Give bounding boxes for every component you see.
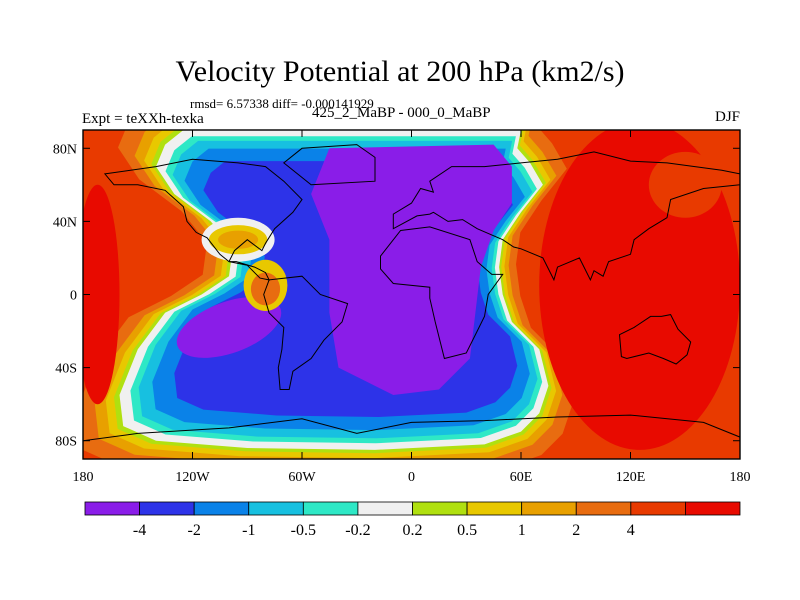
coastline-central-america xyxy=(228,261,270,281)
colorbar-tick-label: -2 xyxy=(188,522,201,539)
x-tick-label: 120W xyxy=(175,470,210,485)
coastline-greenland xyxy=(283,144,376,186)
y-tick-label: 80S xyxy=(55,435,77,450)
velocity-potential-contours xyxy=(83,130,740,459)
colorbar-tick-label: 4 xyxy=(627,522,635,539)
coastline-south-america xyxy=(263,275,349,390)
colorbar-swatch xyxy=(521,501,577,516)
colorbar-tick-label: -1 xyxy=(242,522,255,539)
y-tick-label: 40N xyxy=(53,215,77,230)
colorbar-swatch xyxy=(466,501,523,516)
colorbar-tick-label: 2 xyxy=(572,522,580,539)
y-tick-label: 0 xyxy=(70,289,77,304)
x-tick-label: 0 xyxy=(408,470,415,485)
colorbar-swatch xyxy=(193,501,250,516)
central-pacific-positive-core xyxy=(83,184,120,405)
colorbar-swatch xyxy=(248,501,304,516)
colorbar: -4 -2 -1 -0.5 -0.2 0.2 0.5 1 2 4 xyxy=(84,501,741,539)
colorbar-tick-label: 1 xyxy=(518,522,526,539)
colorbar-swatch xyxy=(685,501,741,516)
x-tick-label: 180 xyxy=(730,470,751,485)
colorbar-tick-label: -4 xyxy=(133,522,146,539)
colorbar-swatch xyxy=(630,501,686,516)
map-panel: 180 120W 60W 0 60E 120E 180 80N 40N 0 40S 80S xyxy=(53,129,751,485)
coastline-antarctica xyxy=(83,414,740,459)
x-tick-label: 60E xyxy=(510,470,533,485)
colorbar-tick-label: 0.2 xyxy=(403,522,423,539)
coastlines xyxy=(83,144,740,459)
chart-title: Velocity Potential at 200 hPa (km2/s) xyxy=(175,55,625,88)
x-tick-label: 120E xyxy=(616,470,646,485)
colorbar-swatch xyxy=(302,501,359,516)
colorbar-swatch xyxy=(575,501,632,516)
colorbar-tick-label: -0.2 xyxy=(345,522,370,539)
season-label: DJF xyxy=(714,109,740,125)
coastline-africa xyxy=(380,226,504,360)
southeast-pacific-negative-core xyxy=(176,296,282,358)
colorbar-swatch xyxy=(357,501,413,516)
x-tick-label: 60W xyxy=(288,470,316,485)
experiment-label: Expt = teXXh-texka xyxy=(82,111,204,127)
rmsd-diff-stats: rmsd= 6.57338 diff= -0.000141929 xyxy=(190,96,374,111)
colorbar-swatch xyxy=(84,501,140,516)
coastline-eurasia xyxy=(392,151,740,282)
northeast-asia-positive xyxy=(648,151,722,218)
x-tick-label: 180 xyxy=(73,470,94,485)
colorbar-swatch xyxy=(139,501,195,516)
colorbar-tick-label: -0.5 xyxy=(291,522,316,539)
y-tick-label: 80N xyxy=(53,142,77,157)
coastline-australia xyxy=(618,314,692,365)
time-slice-pair-label: 425_2_MaBP - 000_0_MaBP xyxy=(312,105,491,121)
band-below-minus-4-core xyxy=(311,144,512,395)
colorbar-tick-label: 0.5 xyxy=(457,522,477,539)
map-axes: 180 120W 60W 0 60E 120E 180 80N 40N 0 40S 80S xyxy=(53,130,751,485)
coastline-north-america xyxy=(103,158,303,263)
north-america-positive-1 xyxy=(218,230,259,249)
y-tick-label: 40S xyxy=(55,362,77,377)
colorbar-swatch xyxy=(412,501,468,516)
